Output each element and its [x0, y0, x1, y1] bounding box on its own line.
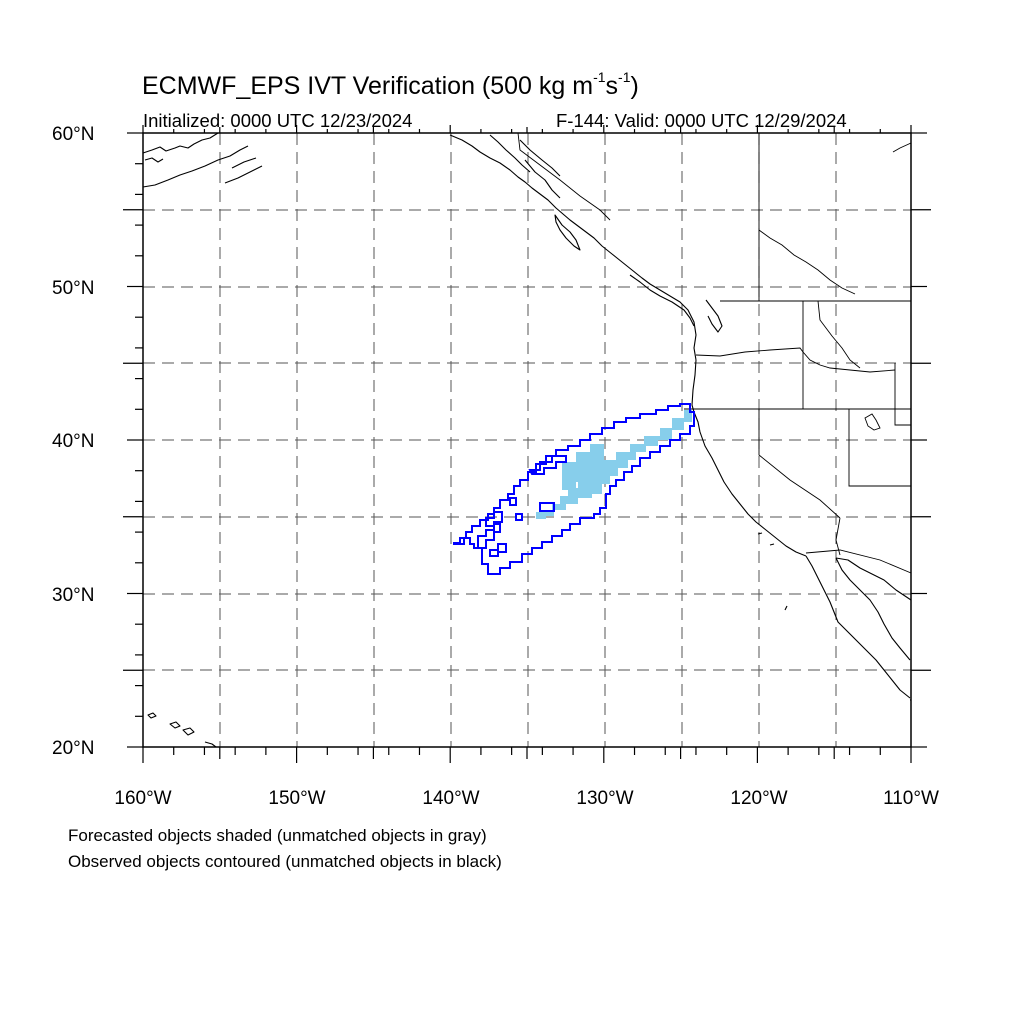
lon-axis-labels: 160°W 150°W 140°W 130°W 120°W 110°W	[114, 788, 939, 809]
observed-object-contour	[453, 403, 695, 575]
lon-label-160w: 160°W	[114, 788, 171, 809]
observed-note: Observed objects contoured (unmatched ob…	[68, 852, 502, 871]
lon-label-130w: 130°W	[576, 788, 633, 809]
borders	[517, 132, 912, 574]
lat-label-60: 60°N	[52, 124, 94, 145]
coastlines	[142, 132, 912, 748]
lat-label-20: 20°N	[52, 738, 94, 759]
lon-label-110w: 110°W	[883, 788, 939, 809]
initialized-time: Initialized: 0000 UTC 12/23/2024	[143, 110, 413, 131]
lon-label-120w: 120°W	[730, 788, 787, 809]
lat-axis-labels: 60°N 50°N 40°N 30°N 20°N	[52, 124, 94, 759]
map-title: ECMWF_EPS IVT Verification (500 kg m-1s-…	[142, 69, 639, 100]
forecast-note: Forecasted objects shaded (unmatched obj…	[68, 826, 487, 845]
lat-label-50: 50°N	[52, 278, 94, 299]
lon-label-150w: 150°W	[268, 788, 325, 809]
tick-marks	[123, 125, 931, 763]
grid-lines	[143, 133, 911, 747]
lat-label-30: 30°N	[52, 585, 94, 606]
forecast-object	[536, 410, 692, 519]
lat-label-40: 40°N	[52, 431, 94, 452]
lon-label-140w: 140°W	[422, 788, 479, 809]
valid-time: F-144: Valid: 0000 UTC 12/29/2024	[556, 110, 847, 131]
